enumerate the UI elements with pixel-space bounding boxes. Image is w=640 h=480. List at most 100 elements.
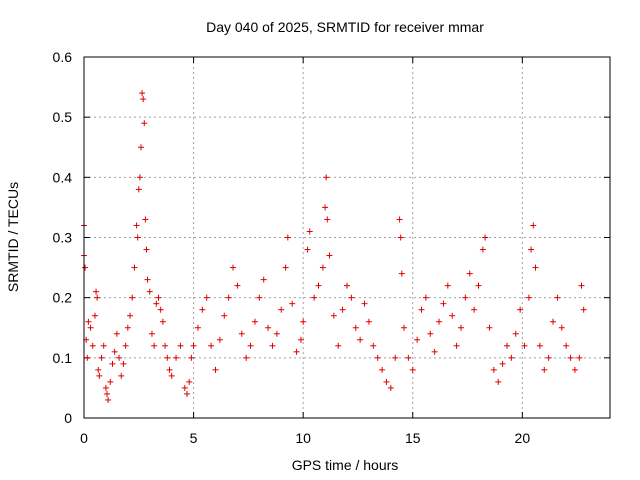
data-point [525, 294, 532, 301]
data-point [118, 372, 125, 379]
data-point [140, 96, 147, 103]
data-point [357, 336, 364, 343]
data-point [578, 282, 585, 289]
data-point [348, 294, 355, 301]
x-axis-label: GPS time / hours [292, 457, 399, 473]
data-point [479, 246, 486, 253]
data-point [293, 348, 300, 355]
data-point [173, 354, 180, 361]
data-point [319, 264, 326, 271]
data-point [409, 366, 416, 373]
data-point [124, 324, 131, 331]
data-point [136, 174, 143, 181]
data-point [457, 324, 464, 331]
data-point [558, 324, 565, 331]
data-point [486, 324, 493, 331]
data-point [127, 312, 134, 319]
data-point [105, 396, 112, 403]
data-point [339, 306, 346, 313]
y-tick-label: 0.1 [53, 350, 73, 366]
data-point [304, 246, 311, 253]
data-point [326, 252, 333, 259]
data-point [396, 216, 403, 223]
data-point [221, 312, 228, 319]
data-point [153, 300, 160, 307]
data-point [216, 336, 223, 343]
data-point [157, 306, 164, 313]
axis-ticks: 0 0.1 0.2 0.3 0.4 0.5 0.6 0 5 10 15 20 [53, 49, 610, 446]
data-point [146, 288, 153, 295]
data-point [166, 366, 173, 373]
data-point [238, 330, 245, 337]
data-point [98, 354, 105, 361]
data-point [94, 294, 101, 301]
plot-frame [83, 56, 611, 419]
data-point [541, 366, 548, 373]
data-point [102, 384, 109, 391]
data-point [536, 342, 543, 349]
data-point [135, 186, 142, 193]
data-point [580, 306, 587, 313]
data-point [131, 264, 138, 271]
data-point [190, 342, 197, 349]
data-point [330, 312, 337, 319]
x-tick-label: 0 [80, 430, 88, 446]
data-series-srmtid [81, 90, 587, 403]
data-point [554, 294, 561, 301]
data-point [109, 360, 116, 367]
data-point [530, 222, 537, 229]
data-point [323, 174, 330, 181]
data-point [418, 306, 425, 313]
data-point [278, 306, 285, 313]
data-point [495, 378, 502, 385]
data-point [297, 336, 304, 343]
data-point [503, 342, 510, 349]
data-point [427, 330, 434, 337]
data-point [142, 216, 149, 223]
data-point [490, 366, 497, 373]
data-point [383, 378, 390, 385]
data-point [159, 318, 166, 325]
x-tick-label: 10 [295, 430, 311, 446]
data-point [95, 366, 102, 373]
data-point [155, 294, 162, 301]
data-point [414, 336, 421, 343]
data-point [203, 294, 210, 301]
data-point [164, 354, 171, 361]
data-point [550, 318, 557, 325]
data-point [528, 246, 535, 253]
data-point [168, 372, 175, 379]
data-point [532, 264, 539, 271]
data-point [269, 342, 276, 349]
data-point [284, 234, 291, 241]
data-point [225, 294, 232, 301]
data-point [453, 342, 460, 349]
data-point [282, 264, 289, 271]
data-point [91, 312, 98, 319]
data-point [234, 282, 241, 289]
data-point [567, 354, 574, 361]
data-point [111, 348, 118, 355]
data-point [422, 294, 429, 301]
data-point [440, 300, 447, 307]
data-point [85, 318, 92, 325]
data-point [571, 366, 578, 373]
data-point [129, 294, 136, 301]
y-axis-label: SRMTID / TECUs [5, 182, 21, 292]
data-point [324, 216, 331, 223]
data-point [247, 342, 254, 349]
data-point [449, 312, 456, 319]
data-point [113, 330, 120, 337]
data-point [265, 324, 272, 331]
y-tick-label: 0.3 [53, 230, 73, 246]
data-point [405, 354, 412, 361]
y-tick-label: 0.2 [53, 290, 73, 306]
data-point [144, 276, 151, 283]
data-point [251, 318, 258, 325]
data-point [392, 354, 399, 361]
data-point [186, 378, 193, 385]
data-point [133, 222, 140, 229]
grid [84, 57, 610, 418]
data-point [311, 294, 318, 301]
